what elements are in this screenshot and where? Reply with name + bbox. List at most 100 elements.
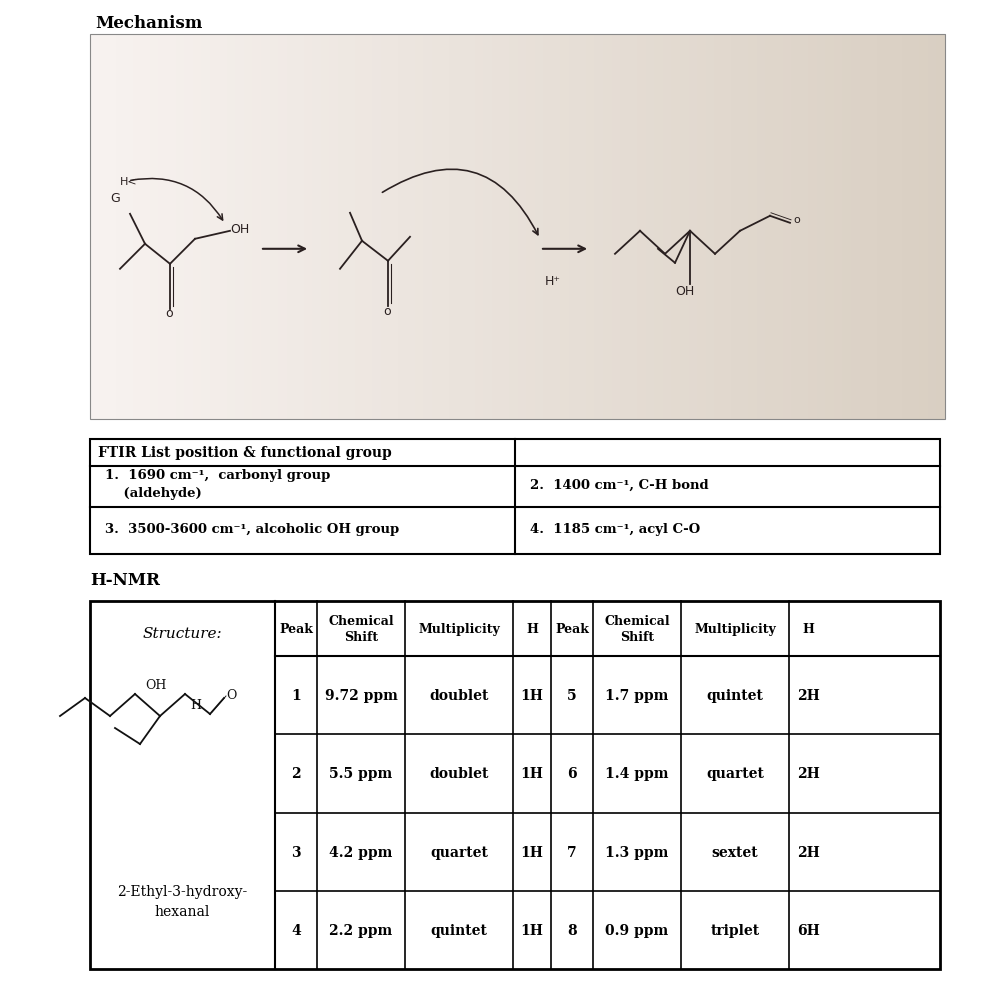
Bar [390,35,399,419]
Text: H-NMR: H-NMR [90,572,159,589]
Bar [441,35,450,419]
Bar [458,35,467,419]
Bar [423,35,433,419]
Text: 2H: 2H [797,688,820,702]
Bar [638,35,646,419]
Text: Peak: Peak [555,623,589,635]
Bar [911,35,920,419]
Bar [261,35,271,419]
Text: Chemical
Shift: Chemical Shift [604,615,670,643]
Bar [689,35,698,419]
Bar [218,35,228,419]
Text: Multiplicity: Multiplicity [418,623,500,635]
Bar [740,35,750,419]
Bar [560,35,570,419]
Bar [286,35,296,419]
Text: 1.3 ppm: 1.3 ppm [605,845,669,859]
Text: H⁺: H⁺ [545,275,561,288]
Bar [594,35,604,419]
Text: 2.  1400 cm⁻¹, C-H bond: 2. 1400 cm⁻¹, C-H bond [530,478,708,491]
Text: G: G [110,192,120,205]
Bar [928,35,938,419]
Text: Structure:: Structure: [143,627,222,640]
Text: H<: H< [120,177,138,187]
Bar [697,35,707,419]
Text: doublet: doublet [429,688,489,702]
Bar [749,35,758,419]
Bar [474,35,484,419]
Bar [107,35,117,419]
Bar [868,35,878,419]
Text: Peak: Peak [279,623,313,635]
Text: OH: OH [230,223,249,236]
Text: 8: 8 [567,923,577,937]
Text: 3: 3 [291,845,301,859]
Bar [270,35,279,419]
Bar [919,35,929,419]
Bar [585,35,595,419]
Bar [766,35,775,419]
Bar [629,35,639,419]
Bar [492,35,502,419]
Text: 2H: 2H [797,845,820,859]
Bar [415,35,424,419]
Bar [406,35,416,419]
Text: 5: 5 [567,688,577,702]
Text: 3.  3500-3600 cm⁻¹, alcoholic OH group: 3. 3500-3600 cm⁻¹, alcoholic OH group [105,523,400,536]
Bar [312,35,322,419]
Bar [278,35,287,419]
Text: FTIR List position & functional group: FTIR List position & functional group [98,445,392,459]
Text: H: H [802,623,814,635]
Text: 4.2 ppm: 4.2 ppm [330,845,393,859]
Bar [175,35,185,419]
Bar [714,35,723,419]
Text: 1.7 ppm: 1.7 ppm [605,688,669,702]
Bar [124,35,134,419]
Text: Chemical
Shift: Chemical Shift [329,615,394,643]
Text: quartet: quartet [707,766,764,780]
Bar [893,35,903,419]
Bar [338,35,347,419]
Text: 2H: 2H [797,766,820,780]
Bar [654,35,664,419]
Bar [398,35,407,419]
Bar [663,35,672,419]
Text: 1H: 1H [521,923,543,937]
Bar [253,35,262,419]
Bar [782,35,792,419]
Text: 1.  1690 cm⁻¹,  carbonyl group
    (aldehyde): 1. 1690 cm⁻¹, carbonyl group (aldehyde) [105,469,331,500]
Bar [466,35,475,419]
Text: 2.2 ppm: 2.2 ppm [330,923,393,937]
Bar [364,35,373,419]
Bar [501,35,510,419]
Bar [90,602,940,969]
Text: quintet: quintet [431,923,487,937]
Text: 1.4 ppm: 1.4 ppm [605,766,669,780]
Bar [706,35,715,419]
Bar [295,35,305,419]
Bar [210,35,219,419]
Bar [330,35,338,419]
Text: 1H: 1H [521,845,543,859]
Bar [826,35,834,419]
Text: quartet: quartet [430,845,488,859]
Text: OH: OH [145,678,166,691]
Bar [116,35,125,419]
Text: 2-Ethyl-3-hydroxy-
hexanal: 2-Ethyl-3-hydroxy- hexanal [117,885,248,918]
Bar [90,35,945,419]
Bar [833,35,843,419]
Bar [184,35,194,419]
Bar [731,35,741,419]
Text: OH: OH [675,285,695,298]
Bar [142,35,151,419]
Bar [791,35,801,419]
Bar [543,35,553,419]
Bar [167,35,176,419]
Text: 1H: 1H [521,688,543,702]
Text: H: H [526,623,538,635]
Bar [817,35,827,419]
Bar [757,35,767,419]
Bar [509,35,519,419]
Bar [569,35,579,419]
Bar [244,35,254,419]
